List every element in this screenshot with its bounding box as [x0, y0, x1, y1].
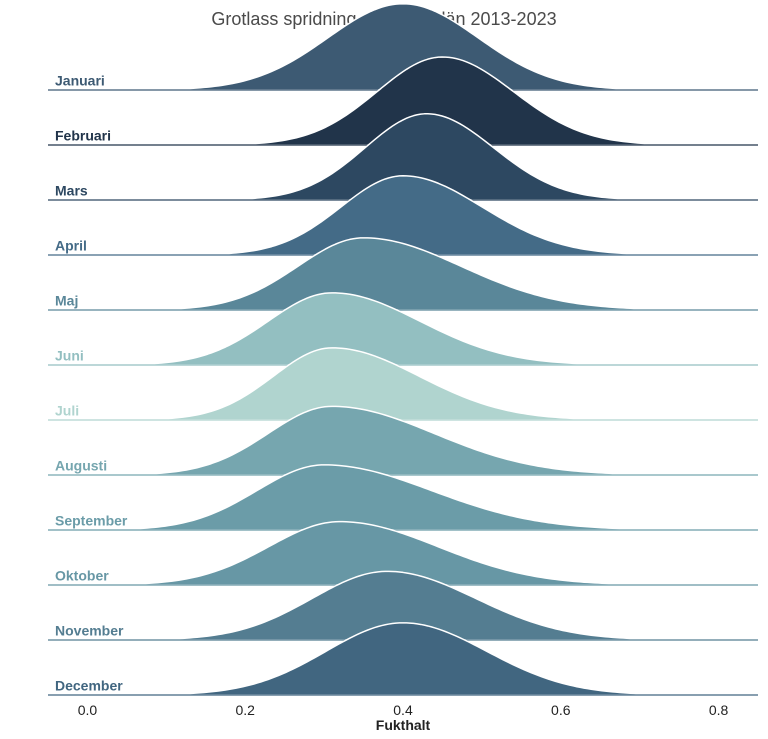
ridge-label: Juni [55, 348, 84, 364]
ridge-label: September [55, 513, 128, 529]
x-tick-label: 0.2 [235, 702, 255, 718]
ridge-label: November [55, 623, 124, 639]
x-tick-label: 0.0 [78, 702, 98, 718]
chart-svg: Grotlass spridning, Hallands län 2013-20… [0, 0, 768, 739]
ridge-label: Mars [55, 183, 88, 199]
ridge-label: April [55, 238, 87, 254]
ridge-label: Januari [55, 73, 105, 89]
ridge-row: December [48, 623, 758, 695]
x-tick-label: 0.8 [709, 702, 729, 718]
ridge-label: Februari [55, 128, 111, 144]
x-tick-label: 0.6 [551, 702, 571, 718]
ridges-group: Januari Februari Mars April Maj Juni Juli Augus… [48, 4, 758, 695]
x-axis-label: Fukthalt [376, 717, 431, 733]
ridge-label: Oktober [55, 568, 109, 584]
ridge-area [48, 238, 758, 310]
ridge-label: Augusti [55, 458, 107, 474]
x-tick-label: 0.4 [393, 702, 413, 718]
ridgeline-chart: Grotlass spridning, Hallands län 2013-20… [0, 0, 768, 739]
ridge-label: Maj [55, 293, 78, 309]
ridge-area [48, 623, 758, 695]
ridge-label: Juli [55, 403, 79, 419]
ridge-row: Maj [48, 238, 758, 310]
ridge-label: December [55, 678, 123, 694]
